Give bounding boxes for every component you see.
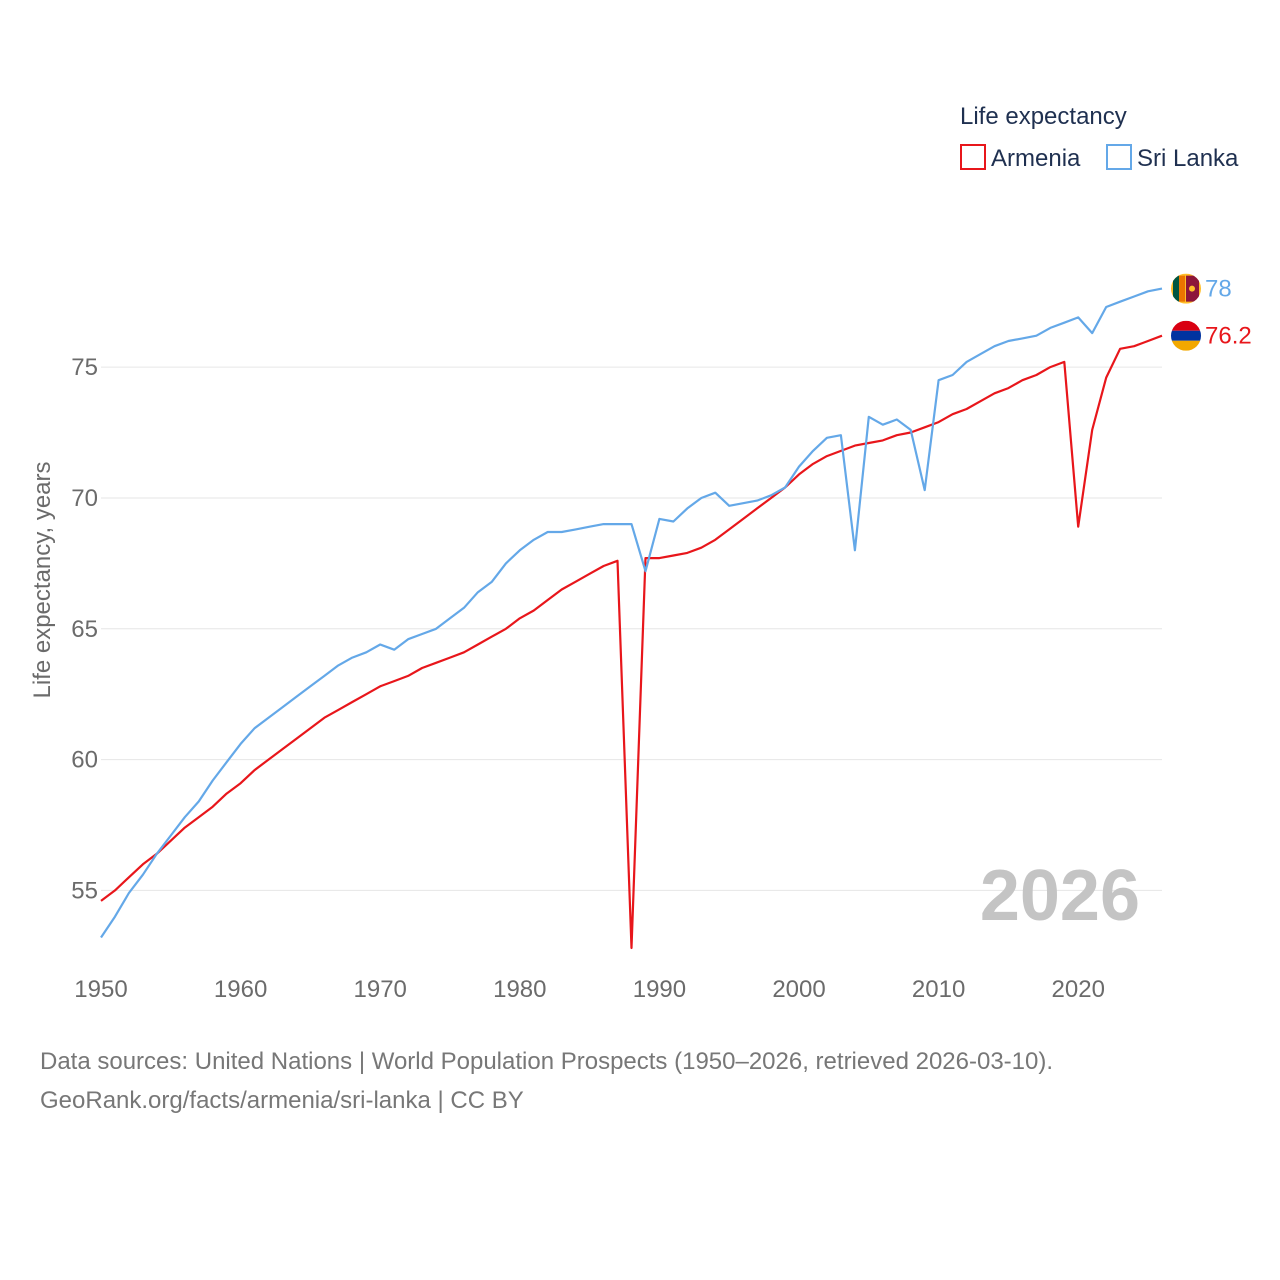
legend-item-armenia[interactable]: Armenia bbox=[960, 144, 1081, 172]
x-tick-label: 1990 bbox=[633, 976, 686, 1003]
x-tick-label: 2020 bbox=[1052, 976, 1105, 1003]
line-chart: 55 60 65 70 75 1950 1960 1970 1980 1990 2000 2010 2… bbox=[29, 103, 1252, 1003]
y-axis-ticks: 55 60 65 70 75 bbox=[71, 354, 98, 904]
source-note: Data sources: United Nations | World Pop… bbox=[40, 1042, 1240, 1120]
x-tick-label: 2000 bbox=[772, 976, 825, 1003]
legend-swatch-armenia bbox=[960, 144, 986, 170]
data-source-line: Data sources: United Nations | World Pop… bbox=[40, 1048, 1054, 1075]
y-tick-label: 55 bbox=[71, 877, 98, 904]
x-tick-label: 1970 bbox=[354, 976, 407, 1003]
x-tick-label: 2010 bbox=[912, 976, 965, 1003]
armenia-flag-icon bbox=[1171, 320, 1201, 351]
credit-line[interactable]: GeoRank.org/facts/armenia/sri-lanka | CC… bbox=[40, 1087, 524, 1114]
legend: Life expectancy Armenia Sri Lanka bbox=[960, 103, 1239, 172]
series-line-sri-lanka[interactable] bbox=[100, 287, 1163, 939]
legend-swatch-sri-lanka bbox=[1106, 144, 1132, 170]
current-year-watermark: 2026 bbox=[980, 856, 1140, 936]
end-value-label-armenia: 76.2 bbox=[1205, 323, 1252, 350]
y-tick-label: 75 bbox=[71, 354, 98, 381]
x-tick-label: 1950 bbox=[74, 976, 127, 1003]
series-line-armenia[interactable] bbox=[100, 334, 1163, 950]
y-tick-label: 65 bbox=[71, 616, 98, 643]
y-tick-label: 70 bbox=[71, 485, 98, 512]
legend-item-sri-lanka[interactable]: Sri Lanka bbox=[1106, 144, 1239, 172]
y-axis-label: Life expectancy, years bbox=[29, 461, 56, 698]
x-tick-label: 1980 bbox=[493, 976, 546, 1003]
gridlines bbox=[101, 366, 1162, 891]
x-tick-label: 1960 bbox=[214, 976, 267, 1003]
x-axis-ticks: 1950 1960 1970 1980 1990 2000 2010 2020 bbox=[74, 976, 1105, 1003]
legend-label-sri-lanka: Sri Lanka bbox=[1137, 145, 1239, 172]
sri-lanka-flag-icon bbox=[1171, 273, 1201, 304]
end-value-label-sri-lanka: 78 bbox=[1205, 276, 1232, 303]
legend-title: Life expectancy bbox=[960, 103, 1127, 130]
y-tick-label: 60 bbox=[71, 747, 98, 774]
legend-label-armenia: Armenia bbox=[991, 145, 1081, 172]
series-lines bbox=[100, 287, 1163, 950]
end-markers: 76.2 78 bbox=[1171, 273, 1252, 351]
